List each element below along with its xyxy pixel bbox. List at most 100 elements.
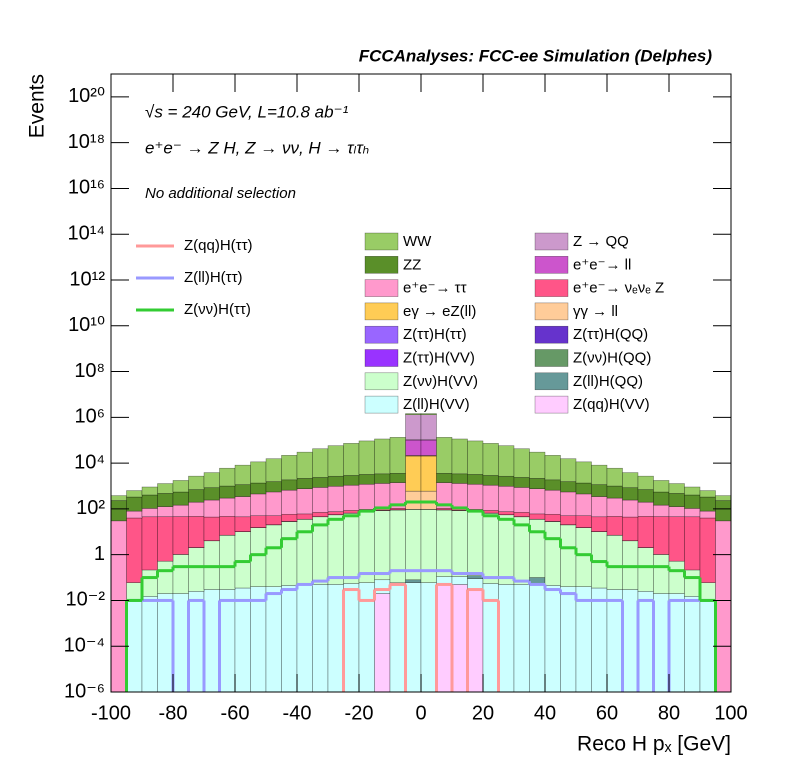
bar-segment [622,516,639,541]
y-tick-label: 10⁴ [74,451,105,473]
bar-segment [591,496,608,518]
bar-segment [327,445,344,477]
bar-segment [653,593,670,693]
bar-segment [684,508,701,518]
bar-segment [684,494,701,509]
bar-segment [343,583,360,693]
bar-segment [296,584,313,693]
bar-segment [343,484,360,511]
bar-segment [358,440,375,475]
bar-segment [591,484,608,497]
bar-segment [653,516,670,555]
bar-segment [498,511,515,515]
bar-segment [374,483,391,510]
bar-segment [622,589,639,693]
bar-segment [219,485,236,499]
bar-segment [126,517,143,583]
bar-segment [560,515,577,526]
bar-segment [544,521,561,586]
bar-segment [529,451,546,479]
bar-segment [653,480,670,493]
bar-segment [436,584,453,693]
bar-segment [467,578,484,590]
bar-segment [575,515,592,528]
bar-segment [157,516,174,562]
bar-segment [529,519,546,578]
bar-segment [172,504,189,517]
bar-segment [498,475,515,487]
bar-segment [358,511,375,583]
bar-segment [327,584,344,693]
bar-segment [653,504,670,517]
bar-segment [327,514,344,585]
bar-segment [575,493,592,516]
bar-segment [467,474,484,485]
bar-segment [575,482,592,495]
bar-segment [281,513,298,522]
bar-segment [265,481,282,493]
bar-segment [467,483,484,510]
bar-segment [157,560,174,594]
bar-segment [296,451,313,479]
bar-segment [281,585,298,693]
bar-segment [172,516,189,555]
bar-segment [250,586,267,693]
bar-segment [544,585,561,693]
bar-segment [374,438,391,475]
legend-label: Z → QQ [573,233,629,250]
bar-segment [374,593,391,693]
x-tick-label: -100 [91,702,131,724]
bar-segment [451,510,468,577]
bar-segment [668,483,685,494]
bar-segment [405,582,422,693]
legend-label: Z(νν)H(ττ) [184,301,251,318]
x-axis-label: Reco H pₓ [GeV] [577,733,731,756]
bar-segment [606,485,623,499]
bar-segment [668,516,685,562]
bar-segment [219,497,236,517]
bar-segment [498,514,515,585]
plot-area [110,413,732,693]
bar-segment [296,488,313,515]
x-tick-label: 80 [658,702,680,724]
bar-segment [513,477,530,488]
bar-segment [405,414,422,441]
y-tick-label: 10¹⁸ [68,131,105,153]
legend-swatch [534,256,569,274]
bar-segment [699,582,716,601]
x-tick-label: 20 [472,702,494,724]
y-tick-label: 10⁶ [75,406,105,428]
y-tick-label: 10¹⁴ [68,223,106,245]
bar-segment [250,515,267,528]
x-tick-label: 60 [596,702,618,724]
legend-label: eγ → eZ(ll) [403,303,476,320]
bar-segment [296,478,313,489]
legend-swatch [534,349,569,367]
legend-swatch [364,256,399,274]
legend-swatch [534,395,569,414]
bar-segment [405,490,422,510]
bar-segment [513,448,530,478]
bar-segment [343,443,360,476]
bar-segment [188,591,205,693]
legend-swatch [364,232,399,251]
bar-segment [482,475,499,486]
bar-segment [637,475,654,490]
bar-segment [343,475,360,486]
bar-segment [467,440,484,475]
bar-segment [281,479,298,491]
bar-segment [234,484,251,497]
x-tick-label: -60 [221,702,250,724]
step-connector [342,584,500,692]
bar-segment [467,589,484,693]
legend-label: Z(νν)H(VV) [403,373,478,390]
bar-segment [715,495,732,501]
bar-segment [436,509,453,577]
bar-segment [141,494,158,509]
bar-segment [234,531,251,589]
bar-segment [420,414,437,441]
bar-segment [234,464,251,485]
bar-segment [265,515,282,526]
bar-segment [374,579,391,594]
x-tick-label: 100 [714,702,747,724]
